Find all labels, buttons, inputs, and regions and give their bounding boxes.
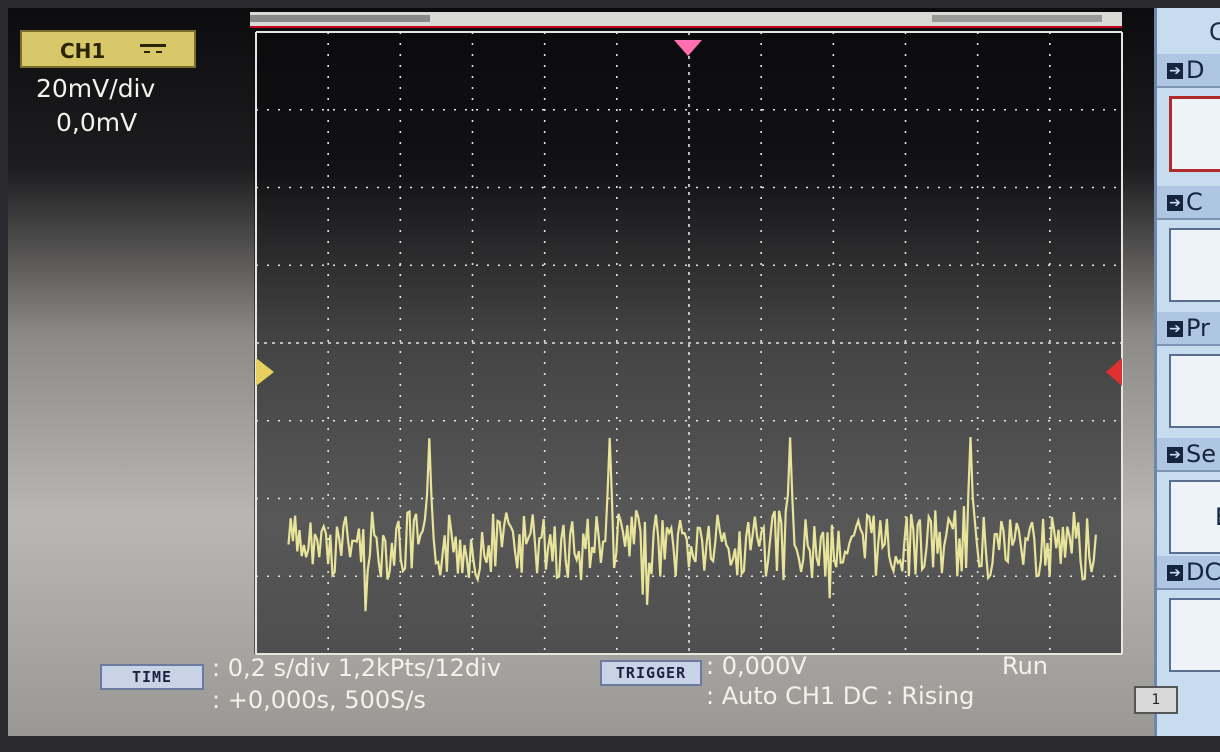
memory-position-right <box>932 15 1102 22</box>
time-button[interactable]: TIME <box>100 664 204 690</box>
menu-item-3-label: Pr <box>1186 314 1210 342</box>
menu-item-3-value[interactable] <box>1169 354 1220 428</box>
menu-item-2-value[interactable] <box>1169 228 1220 302</box>
menu-item-5-value[interactable] <box>1169 598 1220 672</box>
menu-item-1[interactable]: ➔ D <box>1157 54 1220 172</box>
menu-item-3[interactable]: ➔ Pr <box>1157 312 1220 428</box>
ch1-label: CH1 <box>60 39 106 63</box>
menu-item-4-value[interactable]: E <box>1169 480 1220 554</box>
arrow-icon: ➔ <box>1167 321 1183 337</box>
menu-item-4[interactable]: ➔Se E <box>1157 438 1220 554</box>
menu-item-2-label: C <box>1186 188 1203 216</box>
trigger-button[interactable]: TRIGGER <box>600 660 702 686</box>
timebase-readout: : 0,2 s/div 1,2kPts/12div <box>212 654 502 682</box>
ch1-offset: 0,0mV <box>56 108 138 137</box>
menu-item-4-label: Se <box>1186 440 1216 468</box>
side-menu: C ➔D ➔C ➔Pr ➔Se E ➔DC+ <box>1154 8 1220 736</box>
menu-title: C <box>1209 18 1220 46</box>
scope-status-bar <box>250 12 1122 28</box>
dc-coupling-icon <box>140 44 166 59</box>
memory-position-left <box>250 15 430 22</box>
menu-item-5[interactable]: ➔DC+ <box>1157 556 1220 672</box>
oscilloscope-screen: CH1 20mV/div 0,0mV C ➔D ➔C ➔Pr ➔Se E ➔DC… <box>8 8 1220 736</box>
trigger-position-marker-icon <box>674 40 702 56</box>
time-position-readout: : +0,000s, 500S/s <box>212 686 426 714</box>
menu-item-5-label: DC+ <box>1186 558 1220 586</box>
menu-item-1-value[interactable] <box>1169 96 1220 172</box>
trigger-level-readout: : 0,000V <box>706 652 807 680</box>
trigger-mode-readout: : Auto CH1 DC : Rising <box>706 682 975 710</box>
arrow-icon: ➔ <box>1167 195 1183 211</box>
arrow-icon: ➔ <box>1167 63 1183 79</box>
trigger-level-marker-icon <box>1106 358 1122 386</box>
ch1-badge[interactable]: CH1 <box>20 30 196 68</box>
channel-marker-icon <box>256 358 274 386</box>
page-button[interactable]: 1 <box>1134 686 1178 714</box>
arrow-icon: ➔ <box>1167 565 1183 581</box>
arrow-icon: ➔ <box>1167 447 1183 463</box>
menu-item-2[interactable]: ➔ C <box>1157 186 1220 302</box>
ch1-volts-per-div: 20mV/div <box>36 74 156 103</box>
ch1-trace <box>287 436 1097 612</box>
menu-item-1-label: D <box>1186 56 1205 84</box>
waveform-plot <box>254 31 1123 655</box>
run-status: Run <box>1002 652 1049 680</box>
